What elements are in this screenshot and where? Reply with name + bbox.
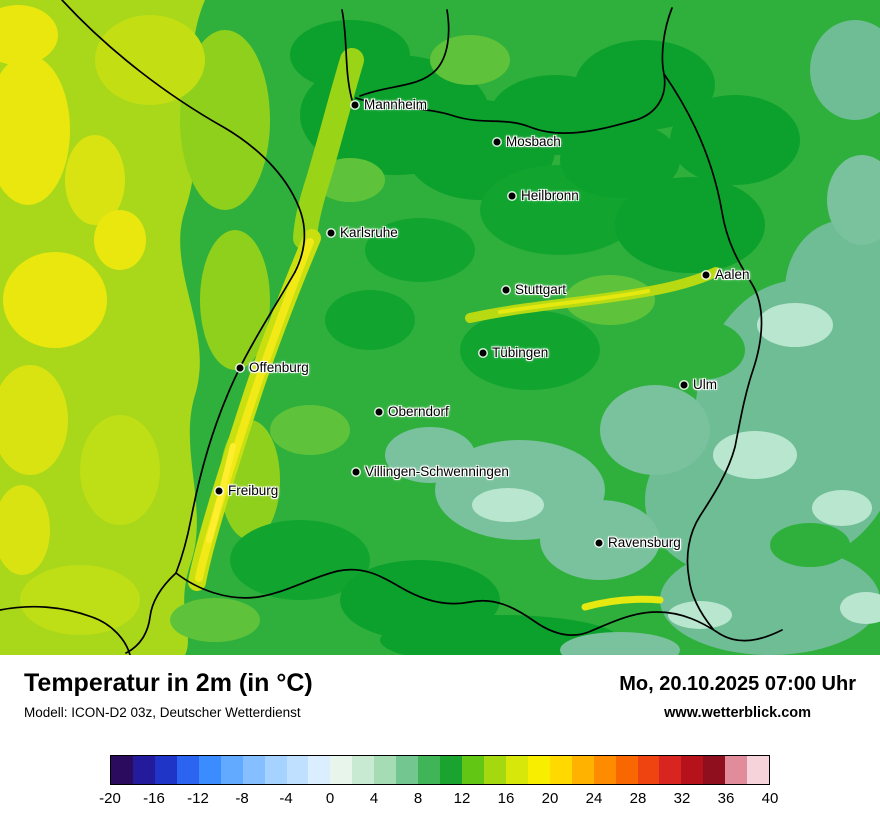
city-label: Mosbach bbox=[506, 133, 561, 149]
legend-color-segment bbox=[111, 756, 133, 784]
legend-tick-label: 4 bbox=[369, 790, 379, 807]
legend-tick-label: -20 bbox=[99, 790, 121, 807]
city-label: Oberndorf bbox=[388, 403, 449, 419]
legend-tick-label: -4 bbox=[279, 790, 293, 807]
legend-tick-label: 12 bbox=[453, 790, 471, 807]
city-label: Mannheim bbox=[364, 96, 428, 112]
legend-tick-label: -16 bbox=[143, 790, 165, 807]
legend-tick-label: 20 bbox=[541, 790, 559, 807]
temperature-map: Mannheim Mosbach Heilbronn Karlsruhe Stuttga… bbox=[0, 0, 880, 655]
legend-tick-label: 32 bbox=[673, 790, 691, 807]
legend-color-segment bbox=[396, 756, 419, 784]
legend-color-segment bbox=[352, 756, 375, 784]
legend-color-segment bbox=[725, 756, 748, 784]
city-dot-icon bbox=[680, 381, 688, 389]
city-dot-icon bbox=[702, 271, 710, 279]
legend-color-segment bbox=[615, 756, 638, 784]
city-dot-icon bbox=[479, 349, 487, 357]
city-dot-icon bbox=[375, 408, 383, 416]
legend-color-segment bbox=[483, 756, 506, 784]
page-title: Temperatur in 2m (in °C) bbox=[24, 669, 313, 697]
legend-color-segment bbox=[176, 756, 199, 784]
legend-color-segment bbox=[154, 756, 177, 784]
map-footer: Temperatur in 2m (in °C) Modell: ICON-D2… bbox=[0, 655, 880, 830]
legend-color-bar bbox=[110, 755, 770, 785]
legend-color-segment bbox=[549, 756, 572, 784]
border-lines bbox=[0, 0, 783, 655]
city-dot-icon bbox=[351, 101, 359, 109]
city-label: Ravensburg bbox=[608, 534, 681, 550]
city-label: Aalen bbox=[715, 266, 750, 282]
model-info: Modell: ICON-D2 03z, Deutscher Wetterdie… bbox=[24, 704, 301, 720]
legend-tick-label: -12 bbox=[187, 790, 209, 807]
legend-color-segment bbox=[286, 756, 309, 784]
city-dot-icon bbox=[502, 286, 510, 294]
legend-color-segment bbox=[440, 756, 462, 784]
city-label: Offenburg bbox=[249, 359, 309, 375]
footer-left-block: Temperatur in 2m (in °C) Modell: ICON-D2… bbox=[24, 669, 313, 720]
legend-color-segment bbox=[418, 756, 441, 784]
legend-tick-label: 16 bbox=[497, 790, 515, 807]
legend-color-segment bbox=[462, 756, 484, 784]
legend-color-segment bbox=[198, 756, 221, 784]
legend-tick-label: 28 bbox=[629, 790, 647, 807]
city-dot-icon bbox=[236, 364, 244, 372]
city-label: Stuttgart bbox=[515, 281, 567, 297]
legend-color-segment bbox=[308, 756, 331, 784]
city-dot-icon bbox=[493, 138, 501, 146]
legend-tick-label: 8 bbox=[413, 790, 423, 807]
legend-tick-label: 40 bbox=[761, 790, 779, 807]
legend-color-segment bbox=[132, 756, 155, 784]
legend-color-segment bbox=[571, 756, 594, 784]
legend-color-segment bbox=[505, 756, 528, 784]
legend-color-segment bbox=[264, 756, 287, 784]
legend-color-segment bbox=[747, 756, 770, 784]
footer-right-block: Mo, 20.10.2025 07:00 Uhr www.wetterblick… bbox=[619, 669, 856, 721]
legend-color-segment bbox=[220, 756, 243, 784]
city-dot-icon bbox=[215, 487, 223, 495]
legend-color-segment bbox=[681, 756, 704, 784]
city-label: Villingen-Schwenningen bbox=[365, 463, 509, 479]
legend-color-segment bbox=[374, 756, 397, 784]
forecast-datetime: Mo, 20.10.2025 07:00 Uhr bbox=[619, 673, 856, 695]
legend-tick-label: -8 bbox=[235, 790, 249, 807]
legend-tick-labels: -20 -16 -12 -8 -4 0 4 8 12 16 20 24 28 32 36 40 bbox=[99, 790, 778, 812]
city-label: Heilbronn bbox=[521, 187, 579, 203]
city-label: Karlsruhe bbox=[340, 224, 398, 240]
temperature-legend: -20 -16 -12 -8 -4 0 4 8 12 16 20 24 28 32 36 40 bbox=[99, 755, 778, 812]
city-dot-icon bbox=[327, 229, 335, 237]
legend-tick-label: 36 bbox=[717, 790, 735, 807]
city-dot-icon bbox=[508, 192, 516, 200]
city-label: Ulm bbox=[693, 376, 717, 392]
city-dot-icon bbox=[352, 468, 360, 476]
legend-color-segment bbox=[527, 756, 550, 784]
legend-color-segment bbox=[330, 756, 353, 784]
legend-tick-label: 0 bbox=[325, 790, 335, 807]
legend-color-segment bbox=[593, 756, 616, 784]
city-dot-icon bbox=[595, 539, 603, 547]
city-label: Tübingen bbox=[492, 344, 549, 360]
legend-color-segment bbox=[637, 756, 660, 784]
temperature-field-svg bbox=[0, 0, 880, 655]
city-label: Freiburg bbox=[228, 482, 279, 498]
city-layer: Mannheim Mosbach Heilbronn Karlsruhe Stuttga… bbox=[215, 96, 750, 550]
legend-color-segment bbox=[659, 756, 682, 784]
website-url: www.wetterblick.com bbox=[664, 705, 812, 721]
temperature-field bbox=[0, 0, 880, 655]
legend-tick-label: 24 bbox=[585, 790, 603, 807]
footer-text-row: Temperatur in 2m (in °C) Modell: ICON-D2… bbox=[24, 669, 856, 721]
legend-color-segment bbox=[242, 756, 265, 784]
legend-color-segment bbox=[703, 756, 726, 784]
